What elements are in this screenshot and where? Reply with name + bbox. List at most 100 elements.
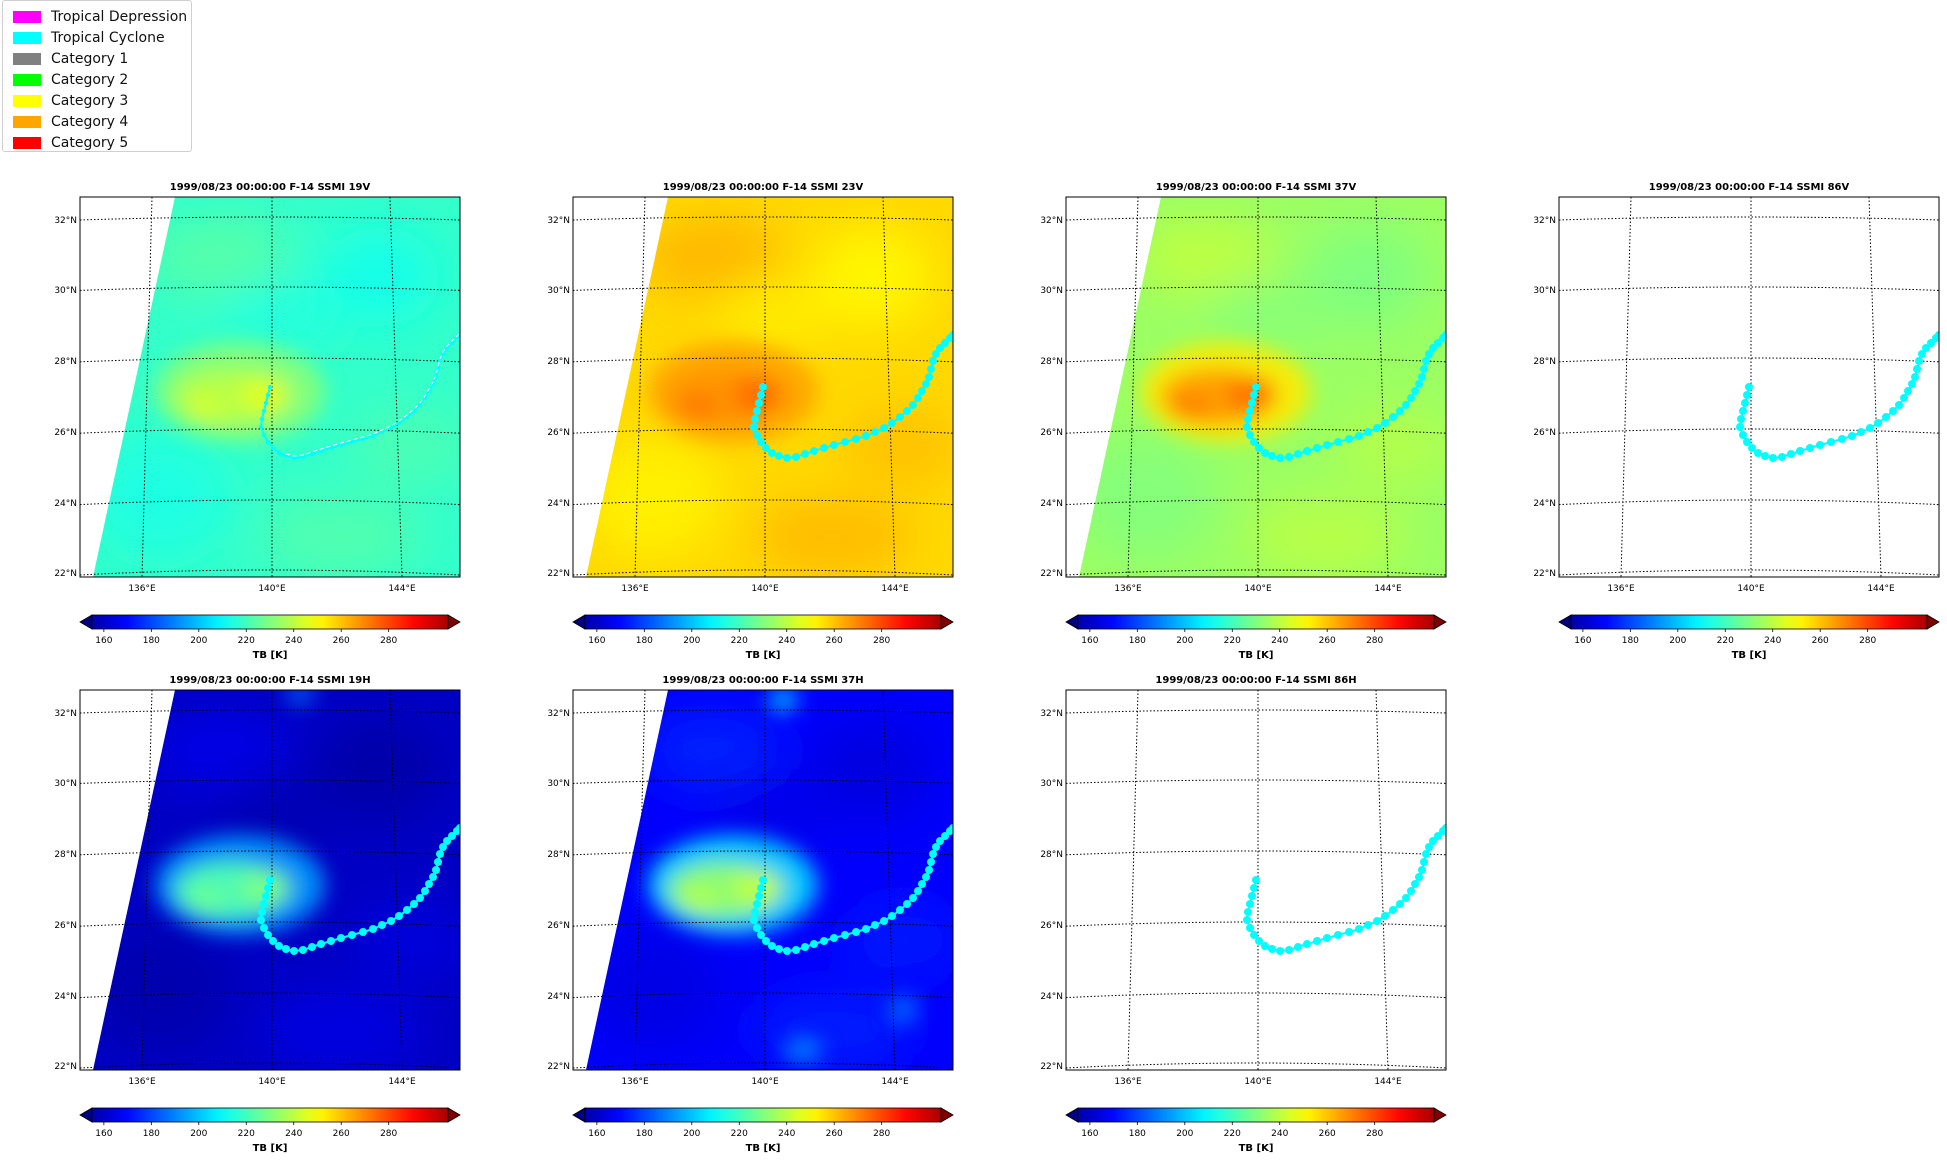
track-point: [1373, 917, 1381, 925]
track-point: [327, 937, 335, 945]
track-point: [1900, 394, 1908, 402]
graticule: [573, 197, 953, 577]
colorbar-tick-label: 260: [826, 1129, 843, 1139]
latitude-line: [80, 428, 460, 434]
track-point: [918, 880, 926, 888]
track-point: [1364, 428, 1372, 436]
longitude-line: [1127, 690, 1139, 1070]
track-point: [1935, 331, 1939, 339]
latitude-line: [1559, 216, 1939, 221]
storm-signature: [648, 690, 918, 1062]
track-point: [1243, 916, 1251, 924]
map-axes: [79, 689, 461, 1071]
latitude-label: 28°N: [1040, 357, 1063, 367]
track-point: [1415, 380, 1423, 388]
latitude-label: 24°N: [1533, 499, 1556, 509]
track-point: [1334, 931, 1342, 939]
colorbar-tick-label: 200: [683, 636, 700, 646]
track-point: [1741, 399, 1749, 407]
track-point: [1294, 943, 1302, 951]
track-point: [932, 843, 940, 851]
legend-swatch: [13, 137, 41, 149]
track-point: [757, 391, 765, 399]
track-point: [1908, 380, 1916, 388]
colorbar-high-extend: [940, 1107, 954, 1123]
legend-label: Tropical Cyclone: [51, 30, 165, 46]
track-point: [260, 924, 268, 932]
track-point: [1355, 432, 1363, 440]
track-point: [359, 928, 367, 936]
track-point: [1769, 454, 1777, 462]
colorbar-tick-label: 260: [1319, 636, 1336, 646]
colorbar-tick-label: 220: [238, 1129, 255, 1139]
track-point: [1389, 413, 1397, 421]
latitude-line: [1066, 921, 1446, 927]
colorbar-label: TB [K]: [1239, 650, 1274, 661]
track-point: [1425, 350, 1433, 358]
track-point: [1334, 438, 1342, 446]
longitude-label: 136°E: [128, 1077, 156, 1087]
track-point: [411, 408, 417, 414]
colorbar-tick-label: 240: [285, 1129, 302, 1139]
track-point: [267, 384, 273, 390]
track-point: [440, 351, 446, 357]
latitude-label: 30°N: [1533, 286, 1556, 296]
track-point: [1918, 350, 1926, 358]
track-point: [927, 858, 935, 866]
colorbar-label: TB [K]: [253, 650, 288, 661]
track-point: [261, 408, 267, 414]
track-point: [1857, 428, 1865, 436]
track-point: [258, 908, 266, 916]
track-point: [810, 447, 818, 455]
track-point: [270, 445, 276, 451]
track-point: [830, 934, 838, 942]
axes-frame: [572, 689, 954, 1071]
legend-item: Category 2: [13, 72, 128, 88]
track-point: [1787, 450, 1795, 458]
colorbar-high-extend: [1926, 614, 1940, 630]
typhoon-track: [1243, 824, 1446, 955]
track-point: [1246, 431, 1254, 439]
latitude-line: [1066, 1062, 1446, 1069]
track-point: [430, 381, 436, 387]
track-point: [1796, 447, 1804, 455]
longitude-label: 136°E: [1607, 584, 1635, 594]
track-point: [841, 931, 849, 939]
track-point: [1745, 383, 1753, 391]
track-point: [1739, 407, 1747, 415]
typhoon-track: [1736, 331, 1939, 462]
longitude-line: [1127, 197, 1139, 577]
latitude-label: 28°N: [54, 850, 77, 860]
colorbar-tick-label: 220: [1224, 636, 1241, 646]
axes-frame: [79, 196, 461, 578]
latitude-line: [573, 921, 953, 927]
colorbar-tick-label: 180: [143, 636, 160, 646]
track-point: [929, 357, 937, 365]
track-point: [1323, 934, 1331, 942]
latitude-label: 26°N: [547, 428, 570, 438]
colorbar-label: TB [K]: [746, 650, 781, 661]
track-point: [1244, 415, 1252, 423]
track-point: [1442, 824, 1446, 832]
track-point: [830, 441, 838, 449]
latitude-label: 30°N: [547, 286, 570, 296]
colorbar-gradient: [91, 614, 449, 630]
latitude-line: [80, 499, 460, 506]
colorbar-tick-label: 200: [190, 1129, 207, 1139]
track-point: [1396, 407, 1404, 415]
track-point: [1420, 858, 1428, 866]
latitude-label: 32°N: [54, 709, 77, 719]
colorbar-tick-label: 280: [380, 636, 397, 646]
colorbar-tick-label: 240: [1271, 1129, 1288, 1139]
colorbar-tick-label: 220: [238, 636, 255, 646]
track-point: [444, 345, 450, 351]
longitude-line: [389, 690, 403, 1070]
track-point: [936, 344, 944, 352]
latitude-line: [573, 1062, 953, 1069]
colorbar-tick-label: 260: [1812, 636, 1829, 646]
track-point: [750, 423, 758, 431]
colorbar-tick-label: 240: [778, 1129, 795, 1139]
legend-label: Category 1: [51, 51, 129, 67]
track-point: [282, 945, 290, 953]
typhoon-track: [257, 824, 460, 955]
